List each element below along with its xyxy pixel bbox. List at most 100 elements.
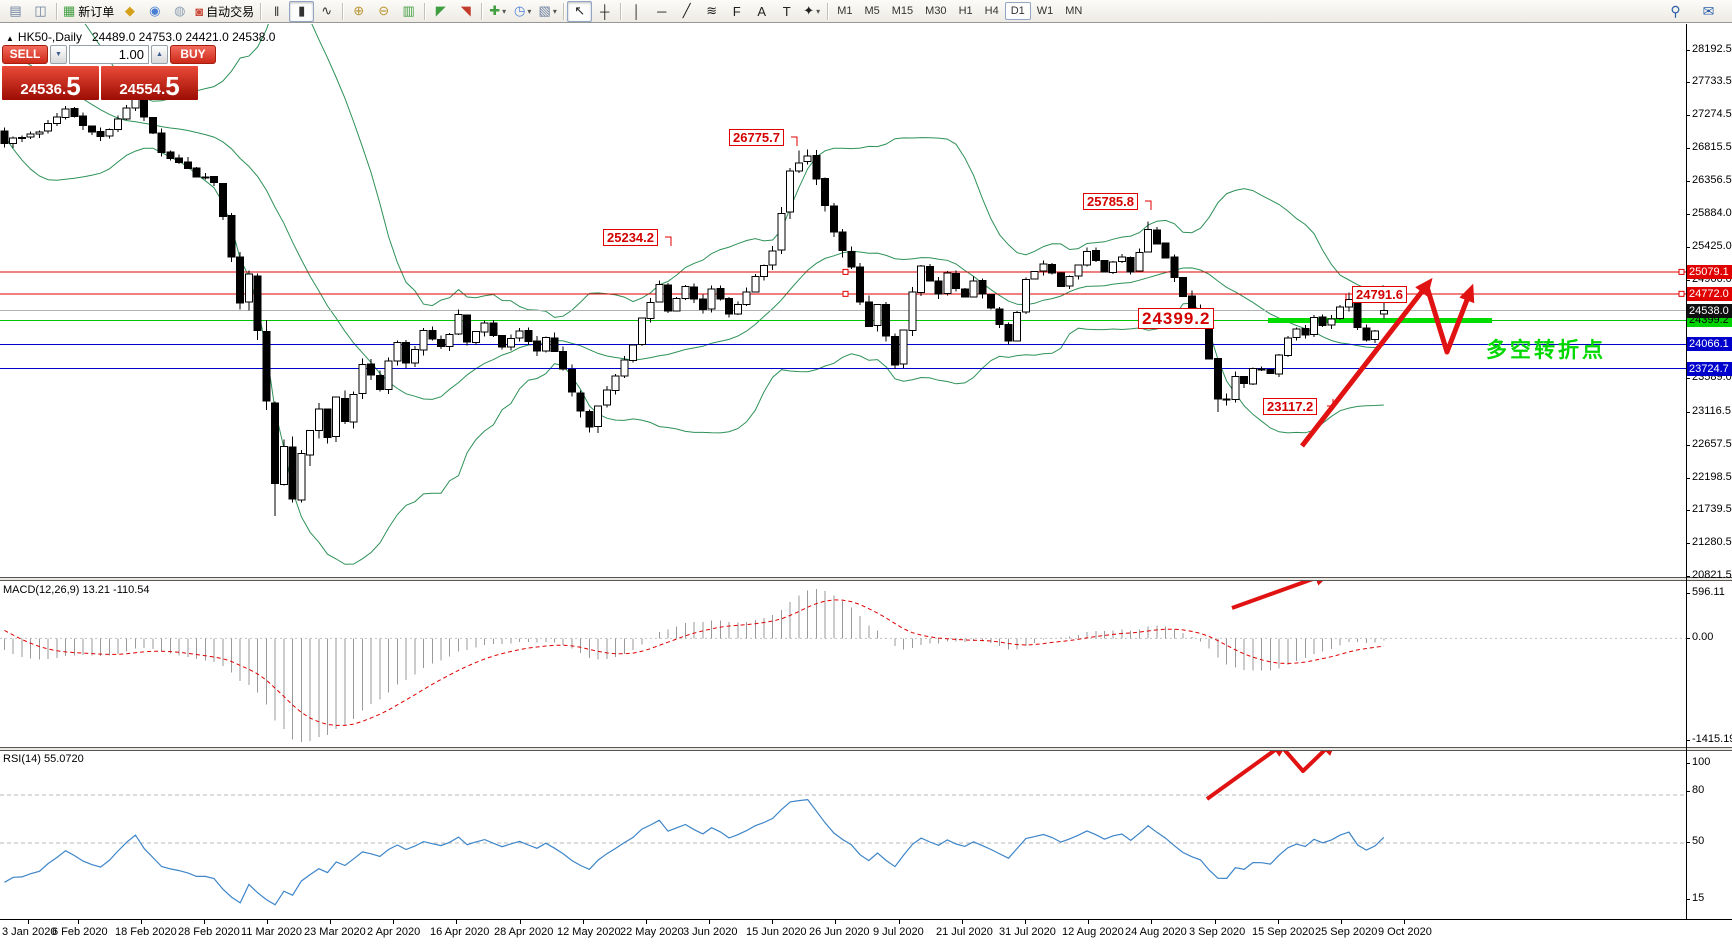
trend-arrow[interactable] <box>1424 283 1475 355</box>
trend-arrow[interactable] <box>1300 277 1433 448</box>
axis-tick <box>1686 638 1690 640</box>
axis-tick <box>1686 543 1690 545</box>
candle-body <box>681 286 690 299</box>
sell-price-panel[interactable]: 24536. 5 <box>2 66 99 100</box>
pane-separator-main-macd[interactable] <box>0 577 1732 581</box>
chart-preview-button[interactable]: ◫ <box>28 1 53 22</box>
price-annotation-24791.6[interactable]: 24791.6 <box>1352 286 1407 303</box>
indicators-button[interactable]: ✚ ▾ <box>485 1 510 22</box>
candlestick-chart-button[interactable]: ▮ <box>289 0 315 22</box>
arrange-down-button[interactable]: ◥ <box>453 1 478 22</box>
new-order-icon: ▦ <box>63 3 76 18</box>
new-order-button[interactable]: ▦ 新订单 <box>60 1 117 22</box>
line-handle[interactable] <box>842 290 849 297</box>
tile-windows-button[interactable]: ▥ <box>396 1 421 22</box>
fibonacci-button[interactable]: F <box>724 1 749 22</box>
crosshair-button[interactable]: ┼ <box>592 1 617 22</box>
text-button[interactable]: A <box>749 1 774 22</box>
community-button[interactable]: ◉ <box>142 1 167 22</box>
trendline-button[interactable]: ╱ <box>674 1 699 22</box>
buy-price-panel[interactable]: 24554. 5 <box>101 66 198 100</box>
candle-body <box>969 280 978 298</box>
timeframe-h4[interactable]: H4 <box>984 5 999 17</box>
chevron-down-icon: ▾ <box>502 6 507 16</box>
candle-body <box>410 348 419 364</box>
equidistant-channel-button[interactable]: ≋ <box>699 1 724 22</box>
candle-body <box>768 250 777 266</box>
candle-body <box>35 131 44 135</box>
timeframe-w1[interactable]: W1 <box>1036 5 1054 17</box>
trend-arrow[interactable] <box>1205 745 1290 801</box>
arrows-icon: ✦ <box>803 3 815 18</box>
search-button[interactable]: ⚲ <box>1663 1 1688 22</box>
volume-input[interactable] <box>69 45 149 64</box>
candle-body <box>541 336 550 352</box>
templates-button[interactable]: ▧ ▾ <box>535 1 560 22</box>
toolbar-separator <box>620 2 622 20</box>
trend-arrow[interactable] <box>1282 744 1338 773</box>
chart-plot[interactable] <box>0 24 1686 920</box>
line-handle[interactable] <box>1678 290 1685 297</box>
chat-button[interactable]: ✉ <box>1696 1 1721 22</box>
collapse-icon[interactable]: ▲ <box>6 34 14 43</box>
line-handle[interactable] <box>1678 268 1685 275</box>
arrange-up-button[interactable]: ◤ <box>428 1 453 22</box>
main-price-pane[interactable] <box>0 24 1686 565</box>
volume-down-button[interactable]: ▼ <box>50 45 67 64</box>
sell-button[interactable]: SELL <box>2 45 48 64</box>
horizontal-line-button[interactable]: ─ <box>649 1 674 22</box>
vertical-line-button[interactable]: │ <box>624 1 649 22</box>
level-price-tag[interactable]: 25079.1 <box>1687 264 1732 279</box>
price-annotation-26775.7[interactable]: 26775.7 <box>729 129 784 146</box>
periods-button[interactable]: ◷ ▾ <box>510 1 535 22</box>
volume-up-button[interactable]: ▲ <box>151 45 168 64</box>
market-button[interactable]: ◆ <box>117 1 142 22</box>
turning-point-annotation[interactable]: 多空转折点 <box>1486 339 1606 362</box>
level-price-tag[interactable]: 24772.0 <box>1687 286 1732 301</box>
timeframe-m30[interactable]: M30 <box>925 5 947 17</box>
autotrading-icon: ◙ <box>195 3 204 19</box>
price-annotation-25785.8[interactable]: 25785.8 <box>1083 193 1138 210</box>
price-annotation-25234.2[interactable]: 25234.2 <box>603 229 658 246</box>
equidistant-channel-icon: ≋ <box>706 3 718 18</box>
current-price-tag[interactable]: 24538.0 <box>1687 303 1732 318</box>
zoom-out-icon: ⊖ <box>378 3 390 18</box>
zoom-out-button[interactable]: ⊖ <box>371 1 396 22</box>
cursor-button[interactable]: ↖ <box>567 0 593 22</box>
timeframe-m1[interactable]: M1 <box>837 5 853 17</box>
zoom-in-button[interactable]: ⊕ <box>346 1 371 22</box>
price-annotation-23117.2[interactable]: 23117.2 <box>1263 398 1318 415</box>
level-price-tag[interactable]: 23724.7 <box>1687 361 1732 376</box>
time-axis-tick <box>646 920 647 924</box>
trend-arrow[interactable] <box>1231 575 1333 610</box>
candle-body <box>428 329 437 340</box>
time-axis-border <box>0 919 1732 920</box>
arrange-up-icon: ◤ <box>435 3 446 18</box>
timeframe-h1[interactable]: H1 <box>958 5 973 17</box>
rsi-pane[interactable] <box>0 744 1686 906</box>
timeframe-mn[interactable]: MN <box>1065 5 1083 17</box>
bar-chart-button[interactable]: ‖ <box>264 1 289 22</box>
candle-body <box>192 167 201 178</box>
timeframe-m5[interactable]: M5 <box>864 5 880 17</box>
line-handle[interactable] <box>842 268 849 275</box>
price-annotation-24399.2[interactable]: 24399.2 <box>1138 308 1215 329</box>
autotrading-button[interactable]: ◙ 自动交易 <box>192 1 257 22</box>
pane-separator-macd-rsi[interactable] <box>0 747 1732 751</box>
candle-body <box>1083 250 1092 266</box>
macd-pane[interactable] <box>0 575 1686 742</box>
tile-windows-icon: ▥ <box>402 3 415 18</box>
level-price-tag[interactable]: 24066.1 <box>1687 337 1732 352</box>
arrows-button[interactable]: ✦ ▾ <box>799 1 824 22</box>
indicators-icon: ✚ <box>489 3 501 18</box>
charts-list-button[interactable]: ▤ <box>3 1 28 22</box>
line-chart-button[interactable]: ∿ <box>314 1 339 22</box>
candle-body <box>332 396 341 438</box>
buy-button[interactable]: BUY <box>170 45 216 64</box>
candle-body <box>663 284 672 312</box>
text-label-button[interactable]: T <box>774 1 799 22</box>
timeframe-d1[interactable]: D1 <box>1004 2 1031 20</box>
timeframe-m15[interactable]: M15 <box>891 5 914 17</box>
candle-body <box>1039 263 1048 272</box>
signals-button[interactable]: ◍ <box>167 1 192 22</box>
